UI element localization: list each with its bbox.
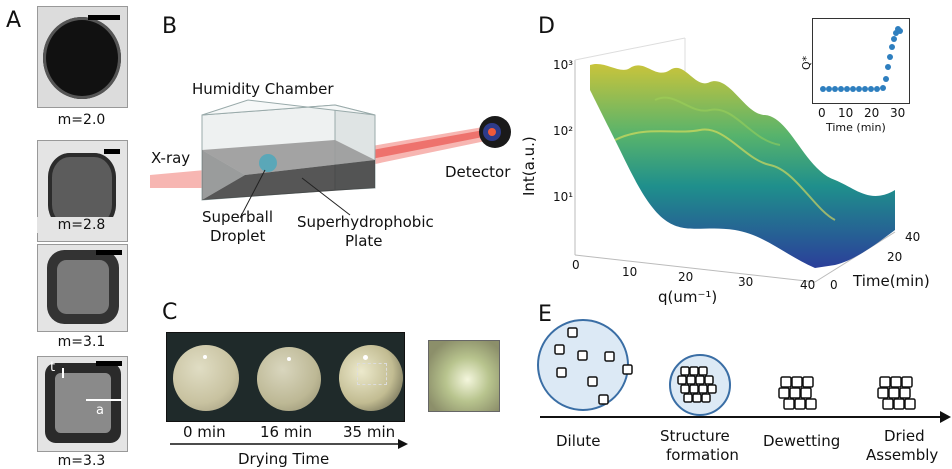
inset-q-plot — [812, 18, 910, 104]
edge-length-annotation: a — [96, 403, 104, 418]
panel-label-b: B — [162, 14, 178, 39]
experiment-setup-diagram — [150, 99, 511, 219]
z-tick: 0 — [830, 278, 838, 292]
inset-x-tick: 0 — [818, 106, 826, 120]
panel-label-e: E — [538, 302, 552, 327]
inset-x-tick: 20 — [864, 106, 880, 120]
shape-label: m=3.3 — [57, 453, 106, 469]
x-tick: 0 — [572, 258, 580, 272]
panel-label-c: C — [162, 300, 178, 325]
micrograph-m2-0 — [37, 6, 128, 108]
detector-label: Detector — [445, 163, 511, 181]
plate-label-line2: Plate — [345, 232, 383, 250]
micrograph-m3-1 — [37, 244, 128, 332]
time-label: 35 min — [343, 423, 396, 441]
stage-label-assembly: Assembly — [866, 446, 939, 464]
inset-x-tick: 30 — [890, 106, 906, 120]
shape-label: m=3.1 — [57, 334, 106, 350]
y-tick: 10³ — [553, 58, 574, 72]
panel-label-a: A — [6, 8, 22, 33]
dewetting-cluster — [778, 376, 817, 410]
droplet-photo-strip — [166, 332, 405, 422]
thickness-annotation: t — [50, 360, 56, 375]
superball-droplet — [259, 154, 277, 172]
shape-label: m=2.8 — [37, 217, 126, 233]
inset-x-tick: 10 — [838, 106, 854, 120]
inset-scatter — [820, 26, 903, 92]
x-axis-label: q(um⁻¹) — [658, 288, 718, 306]
superhydrophobic-plate — [202, 140, 375, 175]
droplet-label-line1: Superball — [202, 208, 273, 226]
dried-assembly-cluster — [877, 376, 916, 410]
stage-label-dilute: Dilute — [556, 432, 601, 450]
inset-y-label: Q* — [800, 55, 813, 70]
chamber-label: Humidity Chamber — [192, 80, 334, 98]
saxs-surface-plot — [574, 37, 896, 283]
chamber-top — [201, 99, 376, 116]
xray-label: X-ray — [151, 149, 191, 167]
stage-label-structure: Structure — [660, 427, 730, 445]
y-tick: 10² — [553, 124, 574, 138]
x-tick: 10 — [622, 265, 638, 279]
scale-bar — [88, 15, 120, 20]
shape-label: m=2.0 — [57, 112, 106, 128]
droplet-label-line2: Droplet — [210, 227, 266, 245]
scale-bar — [96, 250, 122, 255]
inset-x-label: Time (min) — [826, 121, 886, 134]
droplet-zoom-inset — [428, 340, 500, 412]
drying-time-arrow — [170, 439, 408, 449]
panel-label-d: D — [538, 14, 555, 39]
intensity-surface — [590, 63, 895, 268]
z-tick: 20 — [887, 250, 903, 264]
y-tick: 10¹ — [553, 190, 574, 204]
micrograph-m3-3: t a — [37, 356, 128, 452]
assembly-schematic — [537, 319, 951, 423]
z-axis-label: Time(min) — [853, 272, 930, 290]
plate-label-line1: Superhydrophobic — [297, 213, 434, 231]
thickness-marker — [62, 368, 64, 378]
x-tick: 20 — [678, 270, 694, 284]
time-label: 0 min — [183, 423, 226, 441]
time-label: 16 min — [260, 423, 313, 441]
scale-bar — [96, 361, 122, 366]
scale-bar — [104, 149, 120, 154]
stage-label-dewetting: Dewetting — [763, 432, 841, 450]
z-tick: 40 — [905, 230, 921, 244]
y-axis-label: Int(a.u.) — [520, 136, 538, 196]
stage-label-formation: formation — [666, 446, 739, 464]
drying-time-label: Drying Time — [238, 450, 330, 468]
droplet-photo-35min — [339, 345, 403, 411]
x-tick: 40 — [800, 278, 816, 292]
stage-label-dried: Dried — [884, 427, 925, 445]
x-tick: 30 — [738, 275, 754, 289]
edge-length-marker — [86, 399, 122, 401]
